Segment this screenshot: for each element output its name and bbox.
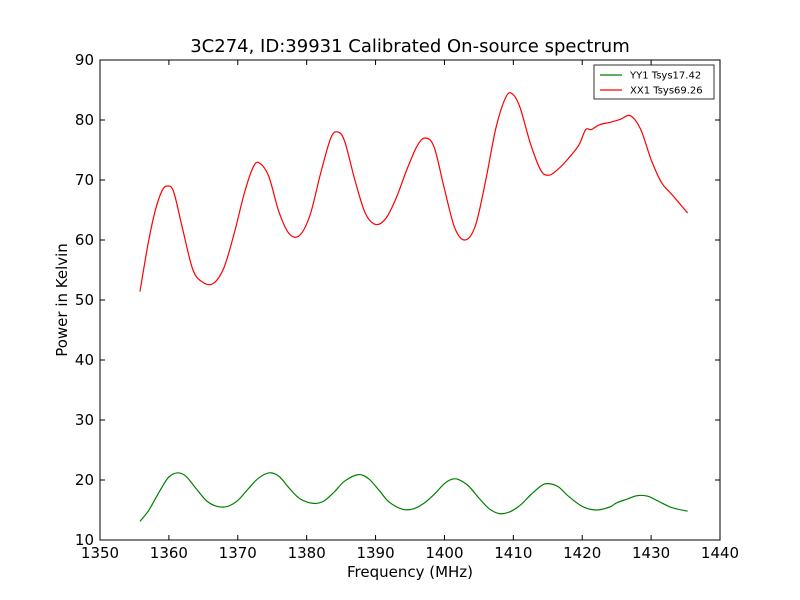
- legend-box: [593, 64, 715, 100]
- x-tick-label: 1370: [219, 544, 257, 562]
- y-tick-label: 90: [75, 51, 94, 69]
- x-tick-label: 1400: [425, 544, 463, 562]
- ticks-layer: 1350 1360 1370 1380 1390 1400 1410 1420 1430 1440…: [75, 51, 739, 562]
- legend-label-0: YY1 Tsys17.42: [629, 71, 701, 82]
- chart-title: 3C274, ID:39931 Calibrated On-source spe…: [190, 36, 630, 57]
- y-tick-label: 80: [75, 111, 94, 129]
- x-tick-label: 1440: [701, 544, 739, 562]
- y-tick-label: 60: [75, 231, 94, 249]
- y-tick-label: 70: [75, 171, 94, 189]
- x-tick-label: 1390: [356, 544, 394, 562]
- x-tick-label: 1430: [632, 544, 670, 562]
- x-axis-title: Frequency (MHz): [347, 563, 473, 581]
- y-tick-label: 20: [75, 471, 94, 489]
- legend: YY1 Tsys17.42 XX1 Tsys69.26: [593, 64, 715, 100]
- series-line-1: [139, 92, 689, 292]
- y-tick-label: 10: [75, 531, 94, 549]
- series-line-0: [139, 472, 688, 522]
- y-tick-label: 30: [75, 411, 94, 429]
- legend-label-1: XX1 Tsys69.26: [630, 86, 703, 97]
- x-tick-label: 1380: [288, 544, 326, 562]
- plot-frame: [99, 59, 721, 541]
- x-tick-label: 1420: [563, 544, 601, 562]
- x-tick-label: 1410: [494, 544, 532, 562]
- series-layer: [139, 92, 689, 522]
- y-tick-label: 50: [75, 291, 94, 309]
- y-tick-label: 40: [75, 351, 94, 369]
- x-tick-label: 1360: [150, 544, 188, 562]
- x-tick-label: 1350: [81, 544, 119, 562]
- y-axis-title: Power in Kelvin: [53, 243, 71, 357]
